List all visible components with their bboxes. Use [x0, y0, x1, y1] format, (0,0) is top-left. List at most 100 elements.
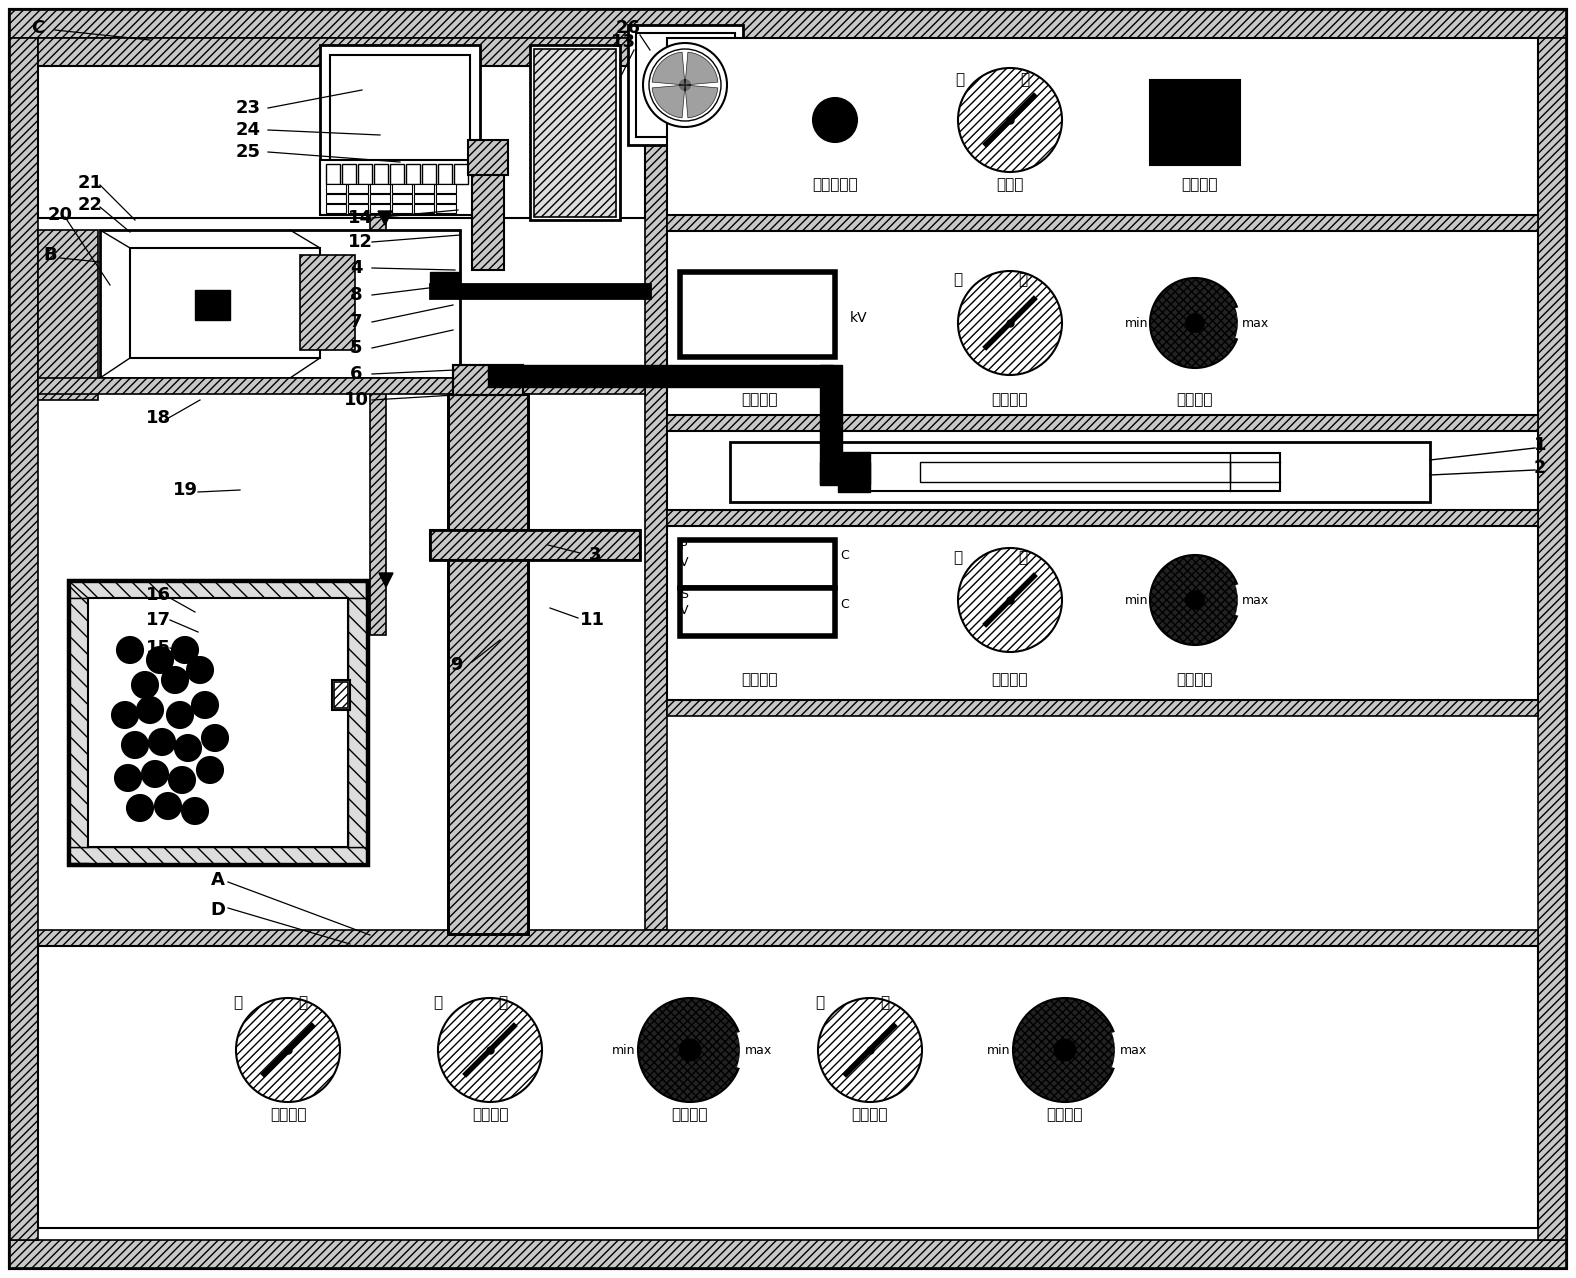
Text: 13: 13	[610, 33, 635, 51]
Bar	[358, 164, 372, 184]
Bar	[326, 194, 347, 203]
Bar	[38, 946, 1538, 1228]
Bar	[637, 33, 734, 137]
Text: max: max	[1121, 1044, 1147, 1057]
Bar	[38, 230, 98, 400]
Bar	[430, 530, 640, 560]
Bar	[667, 527, 1538, 700]
Circle shape	[169, 767, 195, 794]
Circle shape	[197, 757, 222, 783]
Bar	[667, 431, 1538, 510]
Text: 电压开关: 电压开关	[991, 392, 1028, 408]
Bar	[69, 581, 366, 598]
Bar	[389, 164, 403, 184]
Circle shape	[162, 667, 188, 693]
Bar	[392, 204, 411, 213]
Text: 电压示数: 电压示数	[742, 392, 779, 408]
Text: 电源指示灯: 电源指示灯	[812, 178, 857, 193]
Circle shape	[438, 998, 542, 1102]
Text: 14: 14	[347, 210, 372, 227]
Bar	[320, 160, 481, 215]
Circle shape	[188, 657, 213, 682]
Text: P: P	[679, 541, 687, 553]
Text: 开: 开	[815, 996, 824, 1011]
Bar	[9, 10, 1567, 38]
Circle shape	[1150, 555, 1240, 645]
Text: C: C	[840, 548, 849, 561]
Circle shape	[150, 728, 175, 755]
Circle shape	[958, 68, 1062, 173]
Text: 10: 10	[344, 391, 369, 409]
Text: 18: 18	[145, 409, 170, 427]
Bar	[38, 38, 645, 66]
Bar	[374, 164, 388, 184]
Text: 20: 20	[47, 206, 72, 224]
Text: V: V	[679, 556, 689, 569]
Circle shape	[1054, 1039, 1076, 1062]
Polygon shape	[686, 52, 719, 86]
Text: 24: 24	[235, 121, 260, 139]
Text: 3: 3	[589, 546, 602, 564]
Bar	[430, 272, 460, 288]
Bar	[679, 272, 835, 357]
Bar	[730, 442, 1429, 502]
Bar	[38, 378, 645, 394]
Bar	[69, 847, 366, 863]
Text: 25: 25	[235, 143, 260, 161]
Text: 关: 关	[1018, 272, 1028, 288]
Text: 气流开关: 气流开关	[471, 1108, 507, 1122]
Bar	[414, 194, 433, 203]
Circle shape	[643, 43, 727, 127]
Bar	[129, 248, 320, 358]
Circle shape	[147, 647, 173, 674]
Text: min: min	[1125, 317, 1147, 330]
Circle shape	[137, 697, 162, 723]
Text: max: max	[745, 1044, 772, 1057]
Text: 温度开关: 温度开关	[991, 672, 1028, 688]
Text: D: D	[211, 901, 225, 919]
Text: 转盘开关: 转盘开关	[851, 1108, 889, 1122]
Text: 关: 关	[881, 996, 889, 1011]
Text: 7: 7	[350, 313, 362, 331]
Bar	[667, 38, 1538, 215]
Circle shape	[958, 548, 1062, 652]
Bar	[860, 452, 1280, 491]
Circle shape	[202, 725, 229, 751]
Text: B: B	[43, 245, 57, 265]
Text: 紧急停止: 紧急停止	[1182, 178, 1218, 193]
Bar	[195, 290, 230, 320]
Bar	[370, 215, 386, 635]
Circle shape	[679, 81, 690, 89]
Bar	[667, 415, 1538, 431]
Bar	[437, 204, 455, 213]
Circle shape	[115, 766, 140, 791]
Bar	[414, 204, 433, 213]
Circle shape	[1185, 313, 1206, 332]
Text: 8: 8	[350, 286, 362, 304]
Bar	[348, 194, 369, 203]
Circle shape	[181, 797, 208, 824]
Text: 11: 11	[580, 611, 605, 629]
Text: 开: 开	[433, 996, 443, 1011]
Bar	[422, 164, 437, 184]
Bar	[370, 184, 389, 193]
Circle shape	[958, 271, 1062, 374]
Text: max: max	[1242, 593, 1269, 607]
Text: 21: 21	[77, 174, 102, 192]
Polygon shape	[652, 52, 686, 86]
Bar	[452, 366, 523, 395]
Text: 9: 9	[449, 656, 462, 674]
Text: 温度调节: 温度调节	[1177, 672, 1214, 688]
Text: 15: 15	[145, 639, 170, 657]
Text: min: min	[987, 1044, 1010, 1057]
Circle shape	[1013, 998, 1117, 1102]
Text: kV: kV	[849, 311, 868, 325]
Text: 17: 17	[145, 611, 170, 629]
Circle shape	[132, 672, 158, 698]
Text: C: C	[32, 19, 44, 37]
Bar	[1150, 81, 1240, 165]
Text: 风速调节: 风速调节	[671, 1108, 708, 1122]
Bar	[414, 184, 433, 193]
Bar	[342, 164, 356, 184]
Bar	[370, 204, 389, 213]
